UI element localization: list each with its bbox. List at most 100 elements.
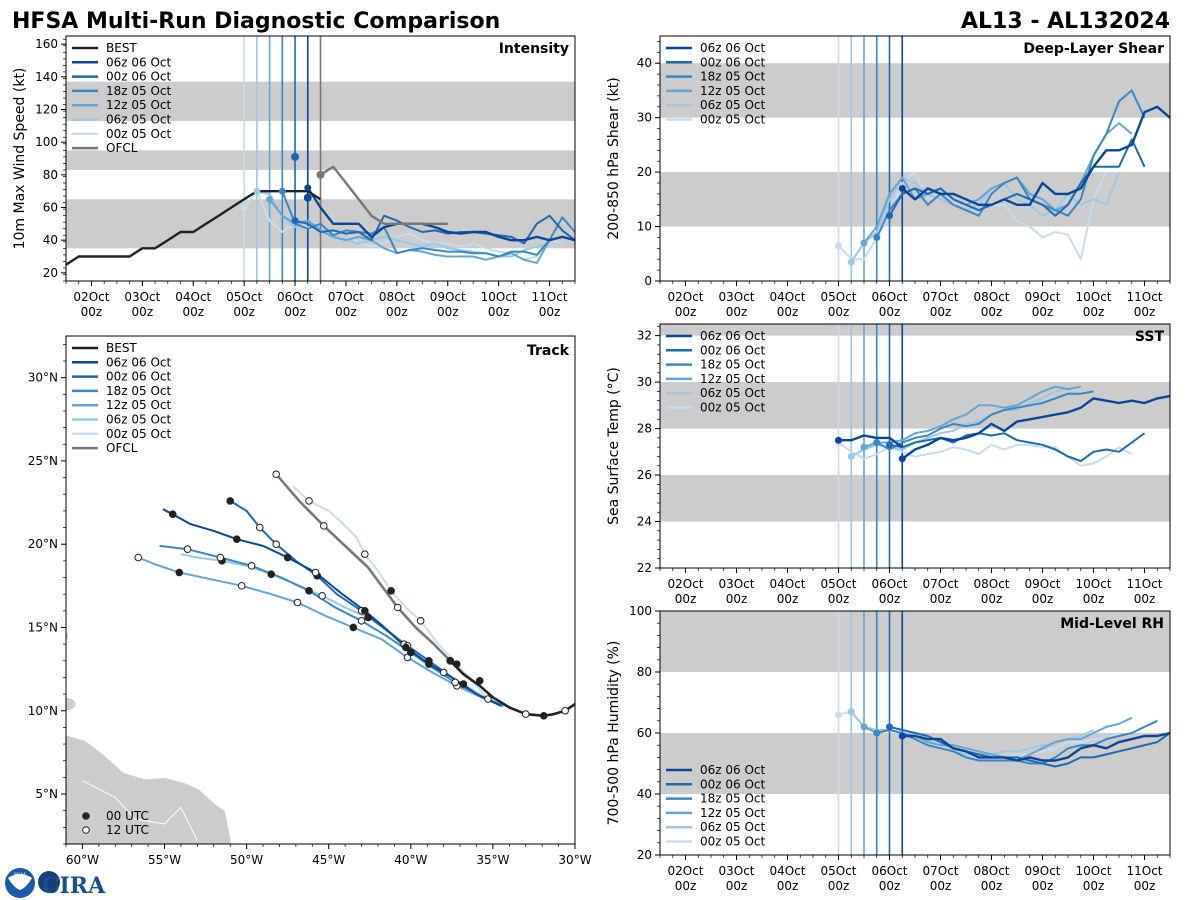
intensity-legend-label-12z-05-oct: 12z 05 Oct [106,98,172,112]
rh-xtick-label-hour: 00z [726,879,748,893]
shear-xtick-label: 06Oct [871,290,907,304]
rh-start-point-06z-06-oct-5 [898,732,906,740]
rh-start-point-00z-05-oct-0 [835,711,842,719]
sst-legend-label-06z-06-oct: 06z 06 Oct [700,329,766,343]
shear-start-point-18z-05-oct-3 [873,233,881,241]
intensity-legend-label-00z-06-oct: 00z 06 Oct [106,70,172,84]
shear-xtick-label: 09Oct [1024,290,1060,304]
shear-xtick-label-hour: 00z [828,305,850,319]
sst-start-point-18z-05-oct-3 [873,439,881,447]
sst-ytick-label: 26 [637,468,652,482]
rh-legend-label-12z-05-oct: 12z 05 Oct [700,806,766,820]
track-marker-00z-05-oct-12utc-5 [305,497,313,505]
shear-start-point-12z-05-oct-2 [860,239,868,247]
track-marker-best-00utc-4 [459,680,468,688]
track-ytick-label: 20°N [28,537,58,551]
rh-xtick-label: 03Oct [718,864,754,878]
sst-start-point-06z-06-oct-6 [835,436,842,444]
track-xtick-label: 55°W [148,853,181,867]
rh-xtick-label-hour: 00z [828,879,850,893]
rh-band-0 [660,733,1170,794]
track-xtick-label: 40°W [394,853,427,867]
sst-xtick-label: 10Oct [1075,577,1111,591]
intensity-panel-title: Intensity [499,41,569,57]
track-legend-label-18z-05-oct: 18z 05 Oct [106,384,172,398]
track-marker-06z-06-oct-00utc-5 [232,535,241,544]
track-legend-label-06z-05-oct: 06z 05 Oct [106,413,172,427]
shear-xtick-label: 11Oct [1126,290,1162,304]
intensity-xtick-label: 02Oct [73,290,109,304]
sst-plot-area [660,324,1170,568]
track-line-00z-06-oct [229,500,502,707]
track-legend-label-12z-05-oct: 12z 05 Oct [106,398,172,412]
intensity-xtick-label-hour: 00z [539,305,561,319]
intensity-init-point-06z-06-oct [303,193,312,202]
track-marker-06z-05-oct-12utc-3 [318,592,326,600]
track-marker-06z-05-oct-12utc-0 [439,668,448,677]
rh-ylabel: 700-500 hPa Humidity (%) [606,641,622,826]
shear-panel-title: Deep-Layer Shear [1023,41,1164,57]
rh-panel: 2040608010002Oct00z03Oct00z04Oct00z05Oct… [606,604,1171,893]
rh-xtick-label-hour: 00z [1032,879,1054,893]
noaa-logo-bird [8,874,32,890]
shear-xtick-label-hour: 00z [726,305,748,319]
track-legend-label-00z-05-oct: 00z 05 Oct [106,427,172,441]
shear-xtick-label: 08Oct [973,290,1009,304]
rh-start-point-00z-06-oct-4 [886,723,893,731]
sst-band-0 [660,475,1170,522]
shear-legend-label-18z-05-oct: 18z 05 Oct [700,70,766,84]
track-marker-00z-06-oct-12utc-5 [255,523,264,532]
sst-series-18z-05-oct-3 [876,390,1094,451]
rh-xtick-label: 10Oct [1075,864,1111,878]
intensity-plot-area [66,36,575,281]
track-marker-00z-05-oct-12utc-0 [484,695,492,703]
sst-series-12z-05-oct-2 [863,385,1081,449]
shear-xtick-label: 05Oct [820,290,856,304]
track-xtick-label: 30°W [558,853,591,867]
rh-legend-label-06z-06-oct: 06z 06 Oct [700,763,766,777]
intensity-ytick-label: 60 [43,201,58,215]
track-marker-ofcl-12utc-1 [393,603,402,612]
intensity-xtick-label: 09Oct [430,290,466,304]
sst-series-00z-06-oct-4 [889,432,1146,463]
rh-ytick-label: 60 [637,726,652,740]
track-legend-label-00z-06-oct: 00z 06 Oct [106,370,172,384]
sst-xtick-label-hour: 00z [726,592,748,606]
shear-xtick-label: 10Oct [1075,290,1111,304]
rh-xtick-label: 08Oct [973,864,1009,878]
sst-ylabel: Sea Surface Temp (°C) [606,367,622,525]
sst-ytick-label: 28 [637,422,652,436]
track-marker-00z-06-oct-12utc-4 [272,540,280,548]
rh-start-point-06z-05-oct-1 [847,708,855,716]
track-plot-area [66,470,575,844]
intensity-legend-label-best: BEST [106,41,137,55]
sst-xtick-label: 09Oct [1024,577,1060,591]
sst-xtick-label: 07Oct [922,577,958,591]
shear-ytick-label: 0 [644,274,652,288]
shear-xtick-label-hour: 00z [1032,305,1054,319]
track-ytick-label: 30°N [28,371,58,385]
sst-start-point-06z-06-oct-5 [898,455,906,463]
rh-ytick-label: 20 [637,848,652,862]
track-marker-12z-05-oct-00utc-2 [349,623,358,632]
track-marker-legend-label-12-utc: 12 UTC [106,823,149,837]
shear-legend-label-12z-05-oct: 12z 05 Oct [700,84,766,98]
shear-legend-label-06z-05-oct: 06z 05 Oct [700,98,766,112]
rh-start-point-18z-05-oct-3 [873,729,881,737]
track-marker-18z-05-oct-00utc-3 [305,587,313,595]
rh-plot-area [660,611,1170,855]
shear-series-00z-06-oct-4 [888,138,1146,217]
shear-ylabel: 200-850 hPa Shear (kt) [606,77,622,239]
intensity-ytick-label: 20 [43,266,58,280]
rh-ytick-label: 40 [637,787,652,801]
track-marker-06z-06-oct-00utc-1 [402,643,410,652]
rh-legend-label-00z-05-oct: 00z 05 Oct [700,835,766,849]
sst-xtick-label-hour: 00z [828,592,850,606]
sst-xtick-label: 05Oct [820,577,856,591]
intensity-start-point-00z-06-oct-4 [291,217,299,225]
shear-xtick-label: 03Oct [718,290,754,304]
sst-panel: 22242628303202Oct00z03Oct00z04Oct00z05Oc… [606,323,1171,606]
shear-xtick-label-hour: 00z [930,305,952,319]
sst-xtick-label-hour: 00z [930,592,952,606]
rh-legend-label-00z-06-oct: 00z 06 Oct [700,777,766,791]
